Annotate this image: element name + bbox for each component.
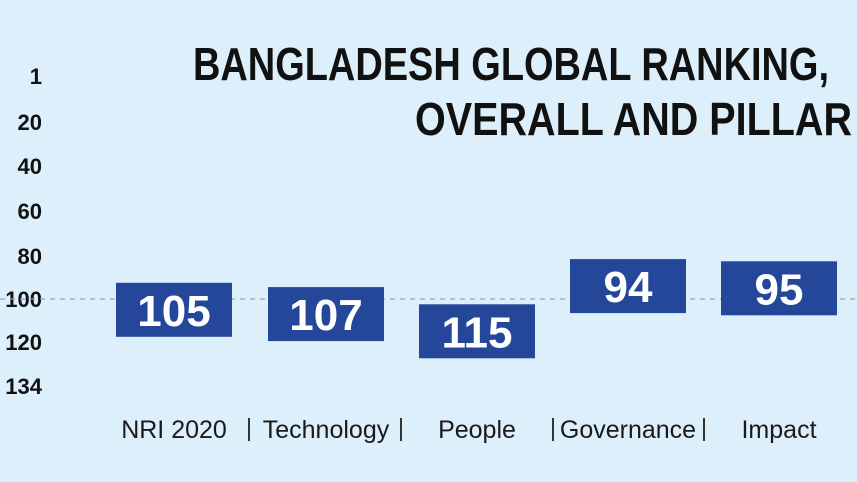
bar-value-label: 107 bbox=[289, 291, 362, 340]
bar bbox=[419, 304, 535, 359]
category-label: Impact bbox=[741, 416, 816, 444]
x-axis: NRI 2020 Technology People Governance Impact… bbox=[121, 414, 816, 444]
category-label: NRI 2020 bbox=[121, 416, 227, 444]
y-tick-label: 120 bbox=[5, 330, 42, 355]
chart-title: BANGLADESH GLOBAL RANKING, OVERALL AND P… bbox=[193, 38, 852, 145]
y-tick-label: 60 bbox=[18, 199, 42, 224]
chart-title-line-2: OVERALL AND PILLAR bbox=[415, 93, 852, 145]
y-tick-label: 40 bbox=[18, 154, 42, 179]
y-tick-label: 134 bbox=[5, 374, 42, 399]
y-tick-label: 1 bbox=[30, 64, 42, 89]
category-separator: | bbox=[246, 414, 253, 442]
category-separator: | bbox=[398, 414, 405, 442]
category-label: Governance bbox=[560, 416, 696, 444]
bars: 105 107 115 94 95 bbox=[116, 259, 837, 359]
bar-value-label: 95 bbox=[755, 265, 804, 314]
bar-value-label: 115 bbox=[442, 308, 513, 357]
category-separator: | bbox=[550, 414, 557, 442]
bar bbox=[721, 261, 837, 316]
bar bbox=[570, 259, 686, 314]
category-label: People bbox=[438, 416, 516, 444]
bar bbox=[268, 287, 384, 342]
bar-value-label: 105 bbox=[137, 287, 210, 336]
chart-title-line-1: BANGLADESH GLOBAL RANKING, bbox=[193, 38, 829, 90]
bar bbox=[116, 282, 232, 337]
y-tick-label: 20 bbox=[18, 110, 42, 135]
y-tick-label: 80 bbox=[18, 244, 42, 269]
category-separator: | bbox=[701, 414, 708, 442]
category-label: Technology bbox=[263, 416, 390, 444]
bar-value-label: 94 bbox=[604, 263, 653, 312]
